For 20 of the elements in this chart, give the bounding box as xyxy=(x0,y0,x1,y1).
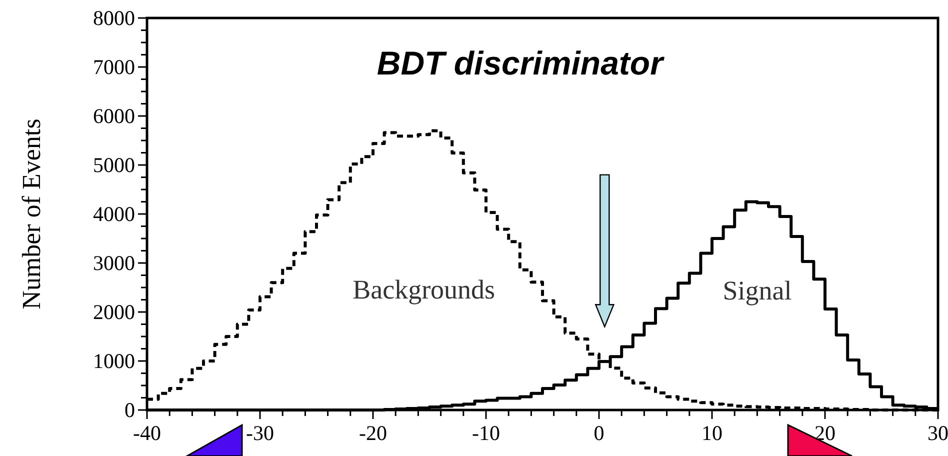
y-tick-label: 5000 xyxy=(93,153,135,177)
x-tick-label: -30 xyxy=(246,421,274,445)
x-tick-label: -20 xyxy=(359,421,387,445)
series-label: Signal xyxy=(722,276,792,306)
y-tick-label: 3000 xyxy=(93,251,135,275)
y-tick-label: 0 xyxy=(124,398,135,422)
x-tick-label: -40 xyxy=(133,421,161,445)
x-tick-label: -10 xyxy=(472,421,500,445)
y-tick-label: 2000 xyxy=(93,300,135,324)
text: BDT discriminator xyxy=(376,44,666,82)
y-tick-label: 4000 xyxy=(93,202,135,226)
x-tick-label: 10 xyxy=(702,421,722,445)
y-axis-title: Number of Events xyxy=(17,118,46,310)
y-tick-label: 6000 xyxy=(93,104,135,128)
y-tick-label: 8000 xyxy=(93,6,135,30)
x-tick-label: 30 xyxy=(928,421,948,445)
y-tick-label: 7000 xyxy=(93,55,135,79)
y-tick-label: 1000 xyxy=(93,349,135,373)
series-label: Backgrounds xyxy=(352,274,496,304)
x-tick-label: 0 xyxy=(594,421,604,445)
